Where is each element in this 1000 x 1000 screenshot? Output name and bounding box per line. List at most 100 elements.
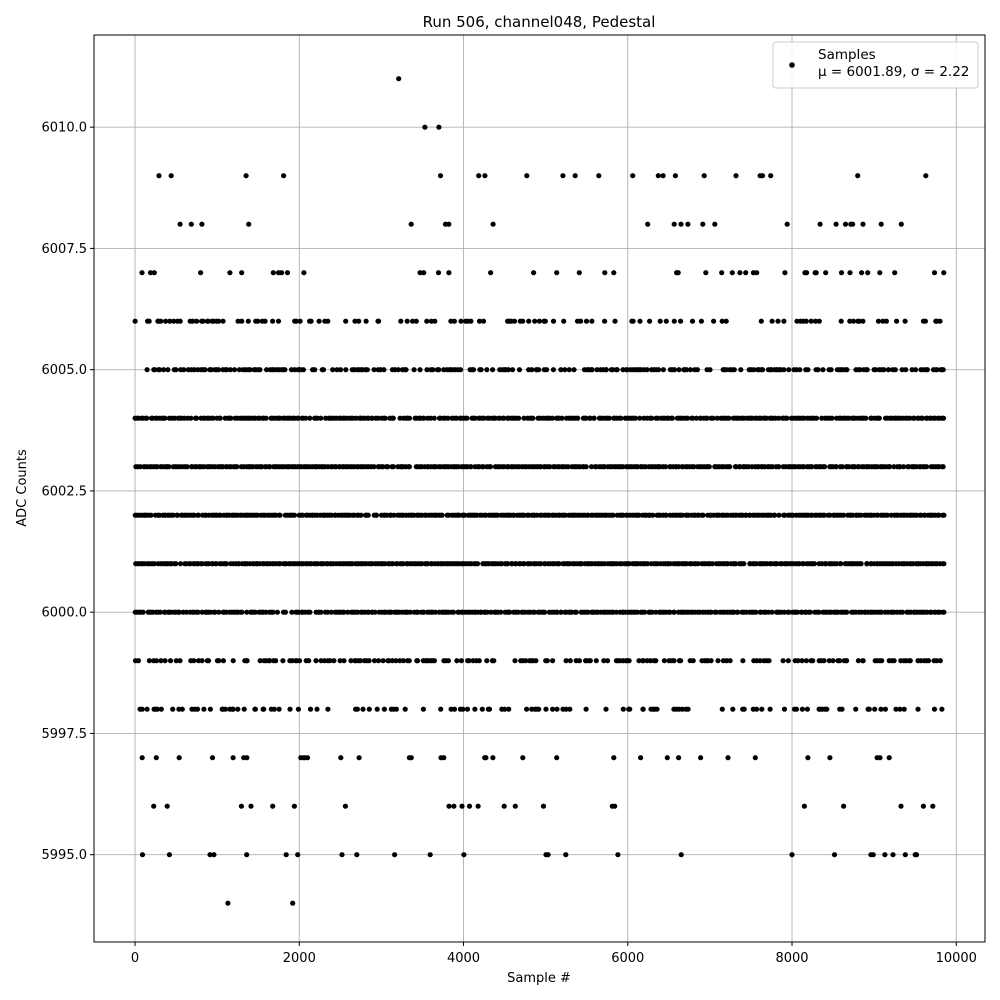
data-point xyxy=(176,755,182,761)
data-point xyxy=(239,270,245,276)
data-point xyxy=(820,367,826,373)
data-point xyxy=(644,367,650,373)
data-point xyxy=(583,706,589,712)
data-point xyxy=(769,609,775,615)
data-point xyxy=(403,367,409,373)
data-point xyxy=(565,464,571,470)
data-point xyxy=(172,415,178,421)
data-point xyxy=(244,755,250,761)
data-point xyxy=(853,706,859,712)
data-point xyxy=(890,852,896,858)
data-point xyxy=(708,658,714,664)
data-point xyxy=(492,415,498,421)
data-point xyxy=(400,658,406,664)
data-point xyxy=(348,658,354,664)
data-point xyxy=(507,609,513,615)
data-point xyxy=(397,415,403,421)
data-point xyxy=(484,609,490,615)
data-point xyxy=(676,755,682,761)
data-point xyxy=(330,367,336,373)
data-point xyxy=(445,415,451,421)
data-point xyxy=(430,367,436,373)
data-point xyxy=(198,270,204,276)
data-point xyxy=(146,318,152,324)
data-point xyxy=(844,367,850,373)
data-point xyxy=(698,318,705,324)
data-point xyxy=(841,512,847,518)
data-point xyxy=(636,512,642,518)
data-point xyxy=(812,318,819,324)
data-point xyxy=(793,706,800,712)
data-point xyxy=(374,706,380,712)
data-point xyxy=(475,803,481,809)
data-point xyxy=(567,706,573,712)
data-point xyxy=(140,609,146,615)
data-point xyxy=(714,415,720,421)
data-point xyxy=(337,658,343,664)
data-point xyxy=(289,609,295,615)
data-point xyxy=(768,173,774,179)
data-point xyxy=(671,609,677,615)
data-point xyxy=(295,706,301,712)
data-point xyxy=(743,270,749,276)
data-point xyxy=(593,658,599,664)
data-point xyxy=(366,706,372,712)
data-point xyxy=(308,318,314,324)
data-point xyxy=(882,852,888,858)
data-point xyxy=(146,658,152,664)
data-point xyxy=(663,464,669,470)
data-point xyxy=(847,318,853,324)
y-tick-label: 6007.5 xyxy=(42,242,88,257)
data-point xyxy=(735,609,741,615)
data-point xyxy=(872,706,878,712)
data-point xyxy=(776,464,782,470)
data-point xyxy=(163,318,169,324)
data-point xyxy=(511,318,518,324)
data-point xyxy=(283,852,289,858)
data-point xyxy=(671,658,677,664)
data-point xyxy=(813,270,819,276)
data-point xyxy=(667,609,673,615)
data-point xyxy=(931,706,938,712)
data-point xyxy=(562,367,568,373)
data-point xyxy=(436,367,442,373)
data-point xyxy=(844,609,850,615)
data-point xyxy=(887,464,893,470)
data-point xyxy=(727,658,733,664)
data-point xyxy=(660,173,666,179)
data-point xyxy=(284,270,291,276)
data-point xyxy=(766,658,772,664)
data-point xyxy=(772,512,778,518)
data-point xyxy=(216,609,222,615)
data-point xyxy=(287,706,293,712)
data-point xyxy=(526,318,532,324)
data-point xyxy=(222,706,228,712)
data-point xyxy=(270,270,276,276)
data-point xyxy=(312,367,318,373)
data-point xyxy=(373,512,379,518)
data-point xyxy=(195,609,201,615)
data-point xyxy=(225,900,231,906)
data-point xyxy=(767,706,773,712)
data-point xyxy=(913,367,919,373)
data-point xyxy=(488,609,494,615)
data-point xyxy=(472,415,478,421)
data-point xyxy=(937,658,943,664)
data-point xyxy=(509,367,516,373)
data-point xyxy=(710,415,716,421)
data-point xyxy=(684,415,691,421)
data-point xyxy=(161,367,167,373)
data-point xyxy=(520,755,526,761)
data-point xyxy=(341,658,347,664)
data-point xyxy=(678,658,684,664)
data-point xyxy=(817,221,823,227)
data-point xyxy=(390,561,396,567)
data-point xyxy=(408,755,414,761)
data-point xyxy=(438,706,444,712)
data-point xyxy=(484,658,490,664)
data-point xyxy=(446,270,452,276)
x-tick-label: 6000 xyxy=(611,951,644,966)
data-point xyxy=(640,706,646,712)
data-point xyxy=(878,609,885,615)
data-point xyxy=(135,658,141,664)
